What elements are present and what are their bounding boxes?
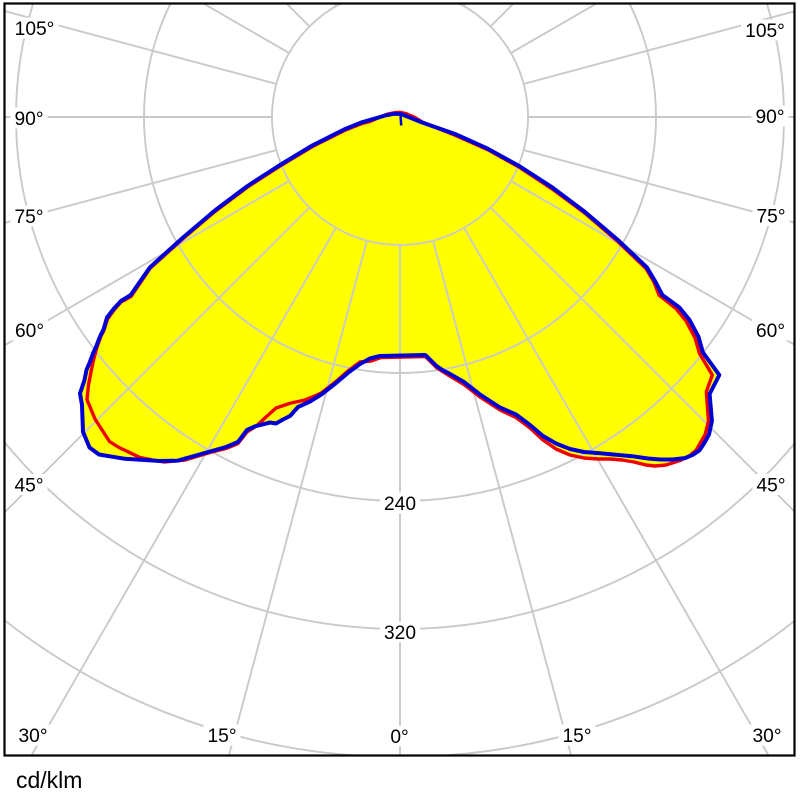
svg-text:90°: 90°: [14, 109, 43, 130]
svg-text:cd/klm: cd/klm: [16, 767, 82, 793]
svg-text:30°: 30°: [18, 726, 47, 747]
svg-text:90°: 90°: [755, 107, 784, 128]
svg-text:75°: 75°: [14, 207, 43, 228]
svg-text:105°: 105°: [15, 19, 55, 40]
svg-text:45°: 45°: [756, 475, 785, 496]
svg-text:15°: 15°: [562, 726, 591, 747]
svg-text:0°: 0°: [390, 727, 408, 748]
svg-text:75°: 75°: [756, 206, 785, 227]
svg-text:240: 240: [384, 494, 416, 515]
svg-text:60°: 60°: [756, 321, 785, 342]
svg-text:45°: 45°: [14, 475, 43, 496]
svg-text:30°: 30°: [752, 726, 781, 747]
svg-text:15°: 15°: [207, 726, 236, 747]
svg-text:105°: 105°: [745, 21, 785, 42]
svg-text:60°: 60°: [15, 321, 44, 342]
svg-text:320: 320: [384, 623, 416, 644]
